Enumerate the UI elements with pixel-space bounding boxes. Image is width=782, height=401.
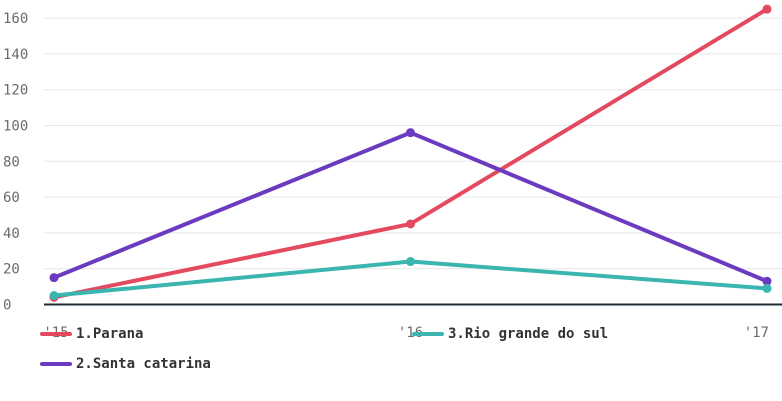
y-tick-label-0: 0 (3, 298, 11, 314)
y-tick-label-140: 140 (3, 47, 28, 63)
gridlines (44, 17, 782, 270)
legend: 1.Parana 2.Santa catarina 3.Rio grande d… (40, 326, 770, 386)
legend-label-santa-catarina: 2.Santa catarina (76, 356, 211, 372)
series-lines (49, 4, 772, 302)
y-tick-label-120: 120 (3, 83, 28, 99)
legend-swatch-rio-grande-do-sul (412, 332, 444, 336)
legend-label-parana: 1.Parana (76, 326, 144, 342)
data-point-santa-catarina-1[interactable] (406, 128, 415, 138)
x-tick-label-2: '17 (744, 325, 769, 341)
y-tick-label-60: 60 (3, 190, 20, 206)
series-line-rio-grande-do-sul (52, 259, 769, 298)
y-tick-label-20: 20 (3, 262, 20, 278)
data-point-rio-grande-do-sul-0[interactable] (49, 291, 59, 301)
series-line-parana (52, 7, 769, 300)
data-point-rio-grande-do-sul-2[interactable] (762, 283, 772, 293)
legend-swatch-parana (40, 332, 72, 336)
y-tick-label-80: 80 (3, 154, 20, 170)
data-point-parana-2[interactable] (762, 4, 772, 14)
y-tick-label-100: 100 (3, 119, 28, 135)
legend-item-santa-catarina[interactable]: 2.Santa catarina (40, 356, 211, 372)
legend-swatch-santa-catarina (40, 362, 72, 366)
data-point-parana-1[interactable] (406, 219, 415, 229)
data-point-santa-catarina-0[interactable] (49, 273, 59, 283)
y-axis-tick-labels: 0 20 40 60 80 100 120 140 160 (3, 11, 28, 313)
data-point-santa-catarina-2[interactable] (762, 276, 772, 286)
x-tick-label-1: '16 (398, 325, 423, 341)
legend-item-parana[interactable]: 1.Parana (40, 326, 143, 342)
legend-item-rio-grande-do-sul[interactable]: 3.Rio grande do sul (412, 326, 608, 342)
data-point-rio-grande-do-sul-1[interactable] (406, 257, 415, 267)
y-tick-label-160: 160 (3, 11, 28, 27)
y-tick-label-40: 40 (3, 226, 20, 242)
legend-label-rio-grande-do-sul: 3.Rio grande do sul (448, 326, 609, 342)
